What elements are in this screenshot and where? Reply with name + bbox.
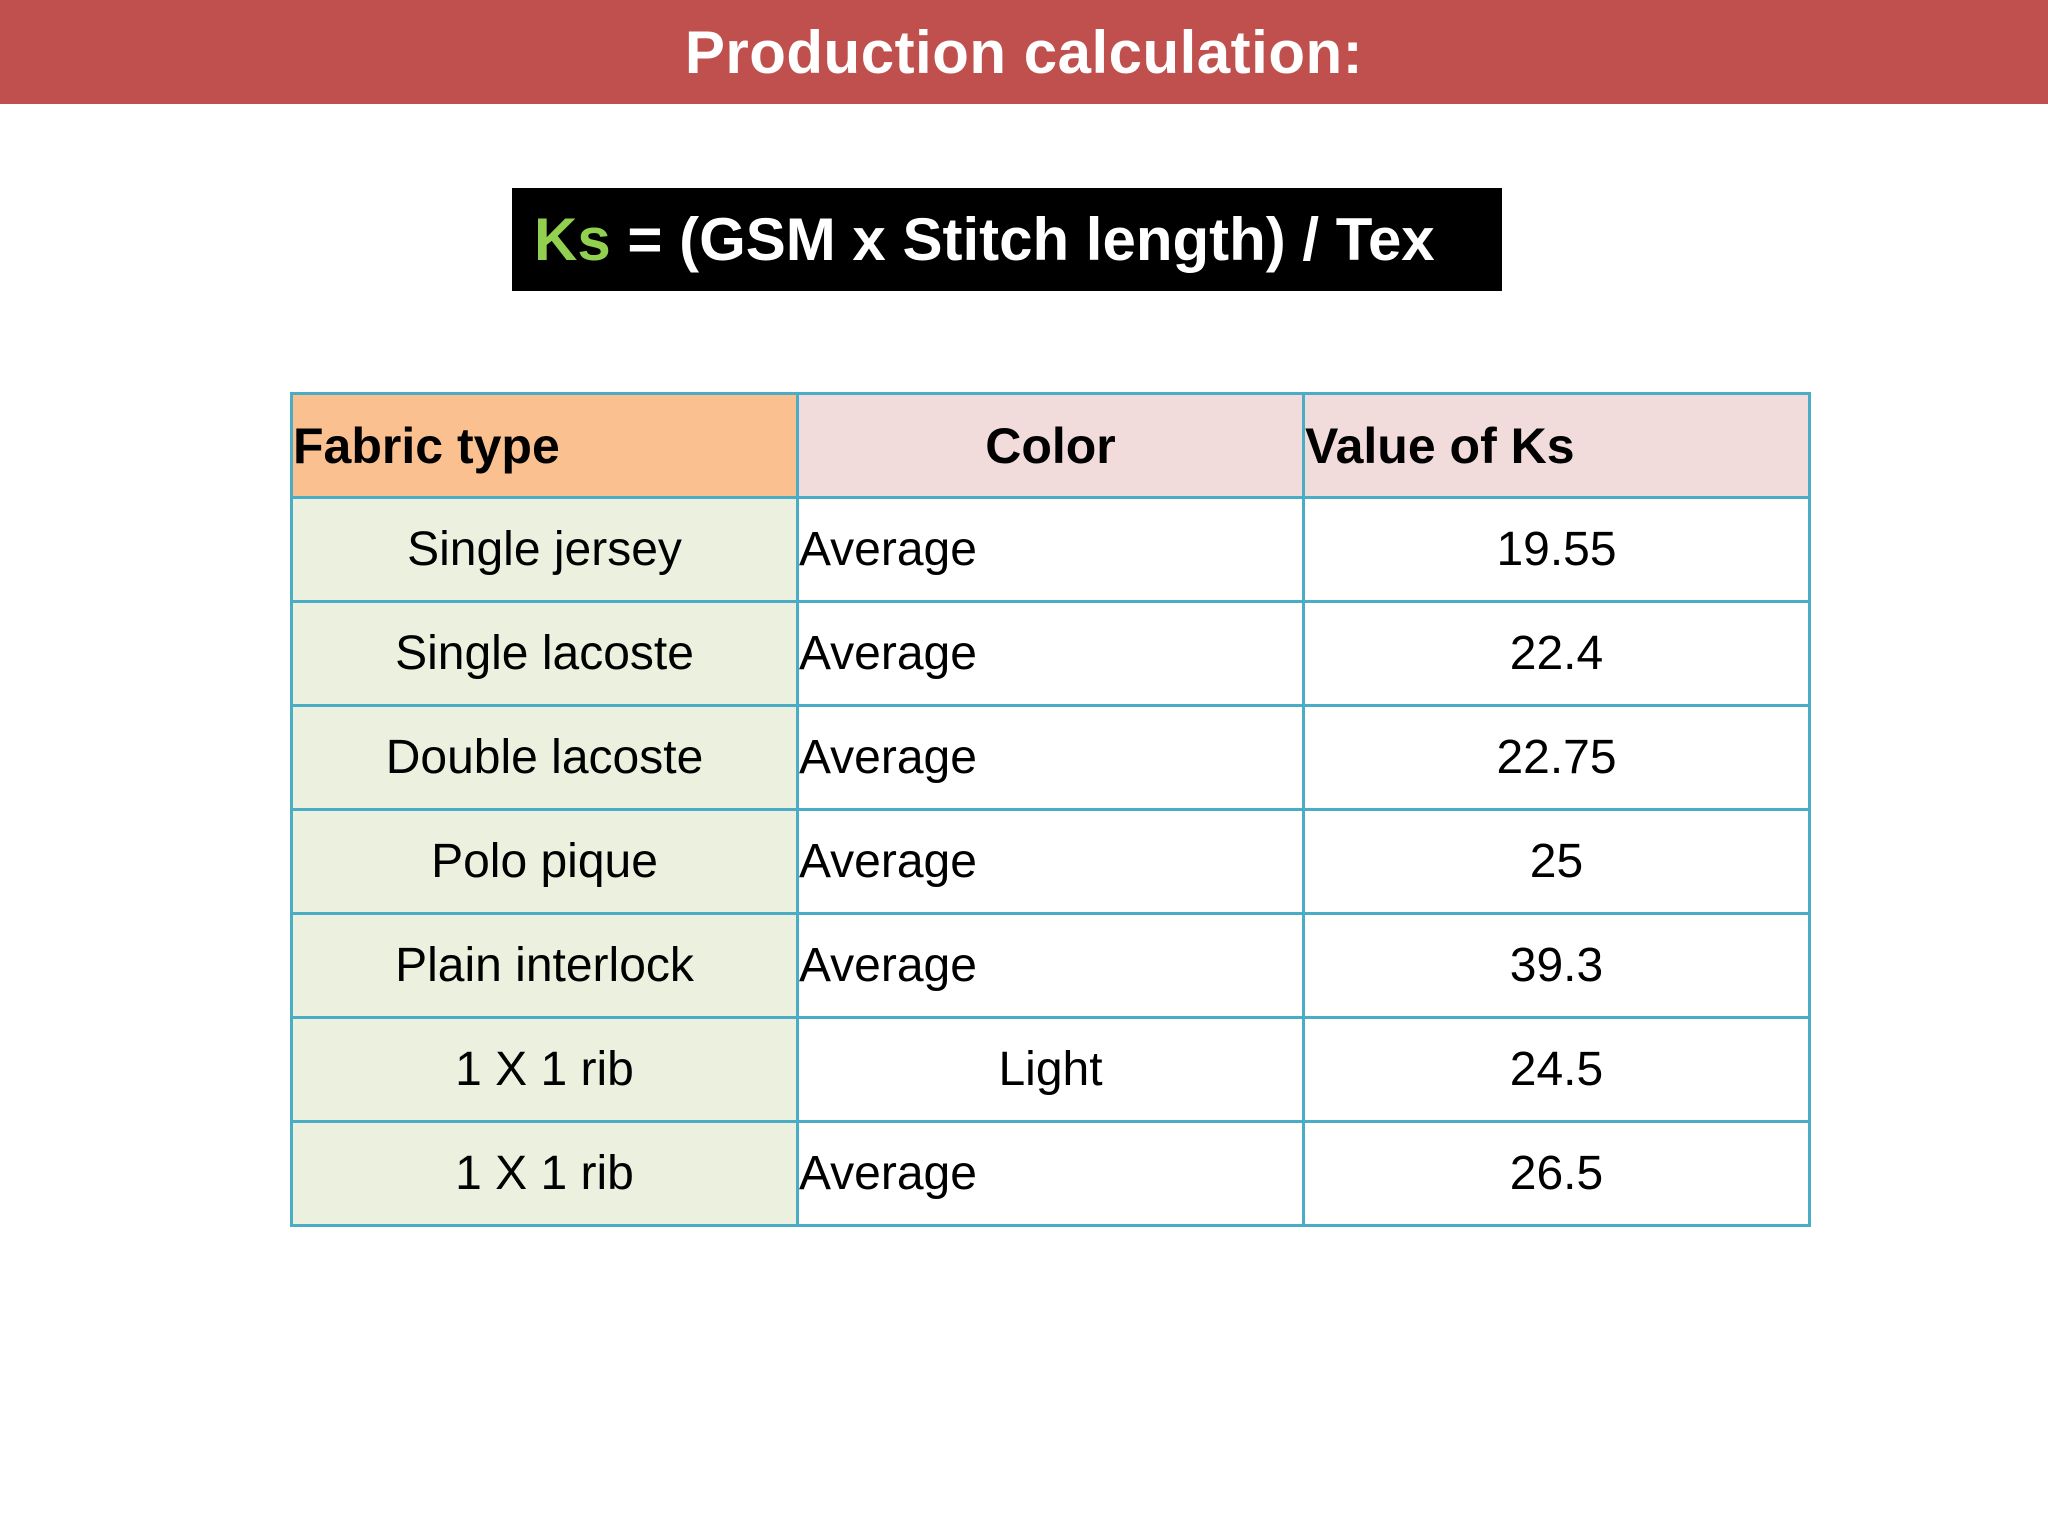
color-cell: Average — [796, 1120, 1305, 1227]
value-cell: 19.55 — [1302, 496, 1811, 603]
color-cell: Average — [796, 704, 1305, 811]
value-cell: 24.5 — [1302, 1016, 1811, 1123]
color-cell: Average — [796, 600, 1305, 707]
formula-ks: Ks — [534, 206, 611, 273]
slide-title: Production calculation: — [684, 18, 1364, 86]
color-cell: Light — [796, 1016, 1305, 1123]
table-row: 1 X 1 rib Light 24.5 — [290, 1016, 1811, 1123]
fabric-cell: Double lacoste — [290, 704, 799, 811]
fabric-cell: Single lacoste — [290, 600, 799, 707]
title-bar: Production calculation: — [0, 0, 2048, 104]
color-cell: Average — [796, 496, 1305, 603]
formula-box: Ks = (GSM x Stitch length) / Tex — [512, 188, 1502, 291]
table-row: 1 X 1 rib Average 26.5 — [290, 1120, 1811, 1227]
fabric-cell: Single jersey — [290, 496, 799, 603]
header-value-of-ks: Value of Ks — [1302, 392, 1811, 499]
value-cell: 22.4 — [1302, 600, 1811, 707]
table-row: Single jersey Average 19.55 — [290, 496, 1811, 603]
fabric-cell: 1 X 1 rib — [290, 1016, 799, 1123]
formula-expression: = (GSM x Stitch length) / Tex — [610, 206, 1435, 273]
ks-table: Fabric type Color Value of Ks Single jer… — [290, 392, 1811, 1227]
header-color: Color — [796, 392, 1305, 499]
table-row: Plain interlock Average 39.3 — [290, 912, 1811, 1019]
table-row: Double lacoste Average 22.75 — [290, 704, 1811, 811]
color-cell: Average — [796, 808, 1305, 915]
table-row: Polo pique Average 25 — [290, 808, 1811, 915]
header-fabric-type: Fabric type — [290, 392, 799, 499]
fabric-cell: 1 X 1 rib — [290, 1120, 799, 1227]
table-row: Single lacoste Average 22.4 — [290, 600, 1811, 707]
value-cell: 22.75 — [1302, 704, 1811, 811]
value-cell: 26.5 — [1302, 1120, 1811, 1227]
table-header-row: Fabric type Color Value of Ks — [290, 392, 1811, 499]
value-cell: 39.3 — [1302, 912, 1811, 1019]
fabric-cell: Polo pique — [290, 808, 799, 915]
color-cell: Average — [796, 912, 1305, 1019]
value-cell: 25 — [1302, 808, 1811, 915]
fabric-cell: Plain interlock — [290, 912, 799, 1019]
